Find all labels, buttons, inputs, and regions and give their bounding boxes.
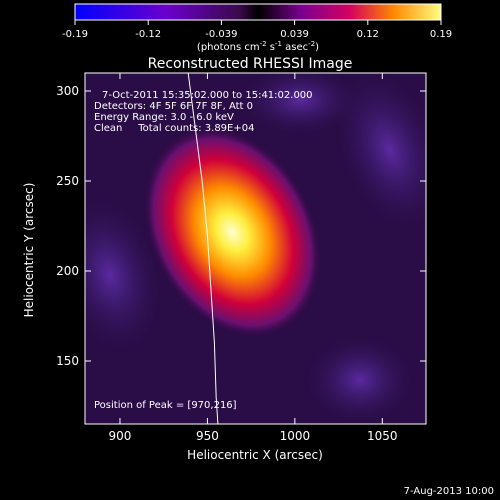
annotation-energy: Energy Range: 3.0 - 6.0 keV (94, 112, 234, 123)
x-axis-label: Heliocentric X (arcsec) (187, 448, 323, 462)
colorbar-tick-label: -0.19 (62, 29, 88, 40)
colorbar-tick-label: 0.19 (430, 29, 452, 40)
image-area (85, 73, 426, 424)
x-tick-label: 900 (109, 429, 132, 443)
colorbar-tick-label: 0.039 (280, 29, 309, 40)
footer-date: 7-Aug-2013 10:00 (404, 486, 494, 497)
peak-label: Position of Peak = [970,216] (94, 400, 237, 411)
colorbar-tick-label: -0.12 (135, 29, 161, 40)
background-lobe (240, 73, 360, 135)
colorbar-ticks: -0.19 -0.12 -0.039 0.039 0.12 0.19 (62, 20, 452, 40)
y-tick-label: 150 (56, 354, 79, 368)
background-lobe (85, 196, 163, 354)
plot-frame (84, 72, 427, 425)
annotation-time: 7-Oct-2011 15:35:02.000 to 15:41:02.000 (102, 90, 313, 101)
solar-limb (187, 73, 219, 424)
colorbar (74, 3, 442, 21)
y-tick-label: 250 (56, 174, 79, 188)
y-axis-ticks: 150 200 250 300 (56, 84, 426, 368)
annotation-clean: Clean Total counts: 3.89E+04 (94, 123, 254, 134)
colorbar-tick-label: -0.039 (205, 29, 237, 40)
colorbar-tick-label: 0.12 (357, 29, 379, 40)
x-tick-label: 1050 (367, 429, 398, 443)
xray-source (142, 126, 322, 339)
y-tick-label: 300 (56, 84, 79, 98)
y-tick-label: 200 (56, 264, 79, 278)
background-lobe (305, 335, 415, 424)
y-axis-label: Heliocentric Y (arcsec) (22, 183, 36, 318)
x-axis-ticks: 900 950 1000 1050 (109, 73, 398, 443)
chart-title: Reconstructed RHESSI Image (148, 56, 353, 72)
x-tick-label: 1000 (280, 429, 311, 443)
annotation-detectors: Detectors: 4F 5F 6F 7F 8F, Att 0 (94, 101, 253, 112)
background-lobe (334, 73, 426, 232)
x-tick-label: 950 (196, 429, 219, 443)
colorbar-unit-label: (photons cm-2 s-1 asec-2) (197, 40, 319, 53)
